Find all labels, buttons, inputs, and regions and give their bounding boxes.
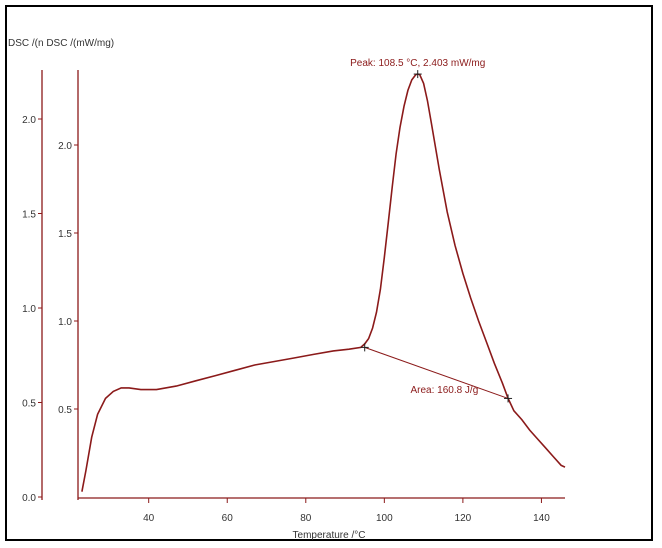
x-ticks: 40 60 80 100 120 140 [143,498,550,524]
area-annotation: Area: 160.8 J/g [410,385,478,396]
y-outer-ticks: 0.0 0.5 1.0 1.5 2.0 [22,115,42,504]
x-tick-label: 100 [376,513,393,524]
y-inner-tick-label: 1.5 [58,229,72,240]
peak-annotation: Peak: 108.5 °C, 2.403 mW/mg [350,58,485,69]
x-tick-label: 40 [143,513,155,524]
y-inner-tick-label: 2.0 [58,141,72,152]
x-tick-label: 60 [222,513,234,524]
y-outer-tick-label: 0.5 [22,399,36,410]
y-outer-tick-label: 1.5 [22,210,36,221]
chart-frame [5,5,653,541]
y-inner-tick-label: 0.5 [58,405,72,416]
y-axis-label: DSC /(n DSC /(mW/mg) [8,38,114,49]
x-tick-label: 80 [300,513,312,524]
dsc-curve-line [81,73,566,492]
y-outer-tick-label: 1.0 [22,304,36,315]
y-inner-ticks: 0.5 1.0 1.5 2.0 [58,141,78,416]
y-inner-tick-label: 1.0 [58,317,72,328]
x-axis-label: Temperature /°C [293,530,366,541]
y-outer-tick-label: 2.0 [22,115,36,126]
y-outer-tick-label: 0.0 [22,493,36,504]
x-tick-label: 140 [533,513,550,524]
integration-baseline [364,346,509,399]
markers [360,70,513,403]
x-tick-label: 120 [455,513,472,524]
